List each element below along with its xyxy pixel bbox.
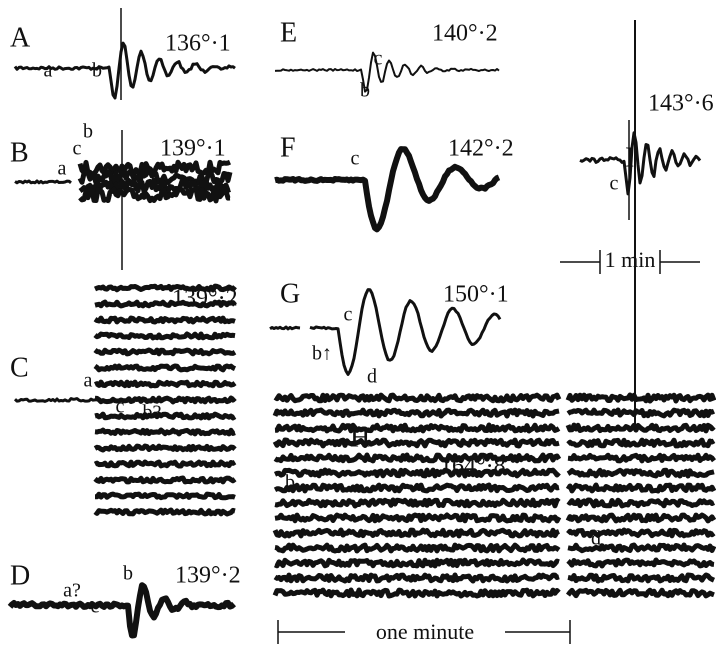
phase-label: c (116, 396, 125, 418)
phase-label: b (92, 60, 102, 82)
phase-label: d (591, 528, 601, 550)
trace (95, 318, 235, 322)
distance-label: 139°·2 (175, 563, 241, 589)
panel-label: I (625, 142, 634, 173)
scale-label: one minute (376, 619, 474, 644)
trace (568, 530, 714, 536)
trace (275, 590, 559, 596)
phase-label: c (344, 304, 353, 326)
panel-label: A (10, 22, 31, 53)
trace (95, 430, 235, 434)
phase-label: b? (143, 402, 162, 424)
trace (95, 334, 235, 338)
panel-label: B (10, 137, 29, 168)
phase-label: b (123, 563, 133, 585)
trace (275, 500, 559, 506)
phase-label: c (374, 48, 383, 70)
trace (95, 382, 235, 386)
panel-label: E (280, 17, 297, 48)
distance-label: 142°·2 (448, 136, 514, 162)
trace (275, 455, 559, 461)
phase-label: b↑ (312, 343, 332, 365)
distance-label: 164°·8 (440, 454, 506, 480)
phase-label: c (610, 173, 619, 195)
distance-label: 140°·2 (432, 21, 498, 47)
panel-label: D (10, 560, 30, 591)
trace (568, 470, 714, 476)
distance-label: 139°·2 (172, 286, 238, 312)
panel-label: G (280, 278, 300, 309)
phase-label: b (360, 80, 370, 102)
trace (95, 462, 235, 466)
panel-label: H (350, 422, 370, 453)
phase-label: c (351, 148, 360, 170)
trace (275, 485, 559, 491)
panel-label: F (280, 132, 296, 163)
trace (15, 181, 71, 183)
phase-label: b (285, 472, 295, 494)
scale-label: 1 min (605, 247, 656, 272)
trace (95, 510, 235, 514)
trace (568, 485, 714, 491)
phase-label: c (91, 596, 100, 618)
phase-label: a (44, 60, 53, 82)
panel-label: C (10, 352, 29, 383)
phase-label: b (83, 121, 93, 143)
trace (270, 327, 300, 329)
seismogram-figure: 1 min one minute A136°·1abB139°·1acbC139… (0, 0, 716, 651)
distance-label: 139°·1 (160, 136, 226, 162)
trace (275, 575, 559, 581)
phase-label: c (73, 138, 82, 160)
trace (95, 494, 235, 498)
distance-label: 136°·1 (165, 31, 231, 57)
trace (275, 470, 559, 476)
trace (568, 440, 714, 446)
phase-label: a (58, 158, 67, 180)
phase-label: a (84, 370, 93, 392)
trace (95, 350, 235, 354)
phase-label: a? (63, 580, 81, 602)
distance-label: 143°·6 (648, 91, 714, 117)
phase-label: d (367, 366, 377, 388)
distance-label: 150°·1 (443, 282, 509, 308)
